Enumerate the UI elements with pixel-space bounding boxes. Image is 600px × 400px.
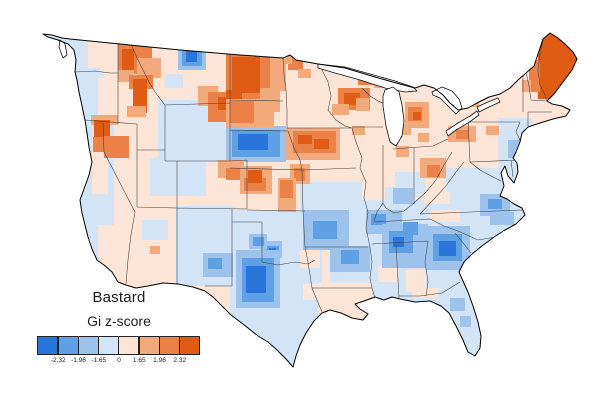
county-cluster-patch [378,266,398,282]
county-cluster-patch [226,168,240,180]
map-title: Bastard [92,289,146,306]
county-cluster-patch [248,170,262,183]
legend-color-swatch [138,336,160,355]
us-outline [42,32,578,368]
county-cluster-patch [456,130,469,139]
county-cluster-patch [439,241,456,256]
county-cluster-patch [413,112,421,120]
legend-tick-label: -1.96 [71,357,86,364]
county-cluster-patch [246,266,266,293]
legend-tick-label: -1.65 [91,357,107,364]
legend-tick-labels: -2.32 -1.96 -1.65 0 1.65 1.96 2.32 [38,357,200,367]
legend-tick-label: -2.32 [50,357,66,364]
county-cluster-patch [398,124,411,135]
lake-superior [317,63,418,93]
county-cluster-patch [393,188,413,204]
county-cluster-patch [122,49,134,71]
legend-color-bar [37,336,200,355]
county-cluster-patch [393,237,404,247]
county-cluster-patch [403,222,418,235]
county-cluster-patch [253,237,264,246]
lake-michigan [382,86,405,147]
legend-tick-label: 1.96 [153,357,166,364]
legend-tick-label: 2.32 [173,357,187,364]
county-cluster-patch [396,146,409,157]
county-cluster-patch [412,288,438,298]
legend-tick-label: 0 [117,357,121,364]
county-cluster-patch [341,250,359,264]
county-cluster-patch [150,158,178,196]
county-cluster-patch [406,270,426,292]
county-cluster-patch [150,246,160,254]
county-cluster-patch [208,258,222,269]
county-cluster-patch [137,58,161,78]
county-cluster-patch [186,51,197,62]
county-cluster-patch [283,55,292,64]
county-cluster-patch [133,79,147,113]
legend-color-swatch [179,336,200,355]
county-cluster-patch [98,225,122,273]
county-cluster-patch [260,88,280,112]
county-cluster-patch [270,55,286,91]
county-cluster-patch [94,120,110,139]
county-cluster-patch [176,162,206,196]
county-cluster-patch [313,221,337,239]
county-cluster-patch [371,214,386,225]
county-cluster-patch [88,34,118,68]
county-cluster-patch [303,284,319,300]
county-cluster-patch [298,69,311,78]
legend-color-swatch [118,336,140,355]
county-cluster-patch [230,101,254,123]
legend-color-swatch [37,336,59,355]
county-cluster-patch [490,212,514,225]
county-cluster-patch [280,180,293,198]
county-cluster-patch [486,126,499,135]
legend-tick-label: 1.65 [132,357,146,364]
county-cluster-patch [352,126,365,135]
legend-label: Gi z-score [87,313,151,329]
county-cluster-patch [430,210,460,222]
lake-ontario [476,97,501,113]
puget-sound [58,39,68,59]
legend-color-swatch [77,336,99,355]
legend-color-swatch [57,336,79,355]
county-cluster-patch [428,266,488,361]
legend: Bastard Gi z-score -2.32 -1.96 -1.65 0 1.65 1… [37,289,201,367]
county-cluster-patch [98,78,120,120]
county-cluster-patch [298,135,312,144]
lake-erie [445,110,480,137]
county-cluster-patch [522,80,531,92]
county-cluster-patch [424,192,450,204]
legend-color-swatch [98,336,119,355]
county-cluster-patch [332,104,349,115]
county-cluster-patch [232,57,260,93]
legend-color-swatch [158,336,180,355]
county-cluster-patch [450,298,465,311]
county-cluster-patch [529,60,540,92]
county-cluster-patch [314,139,329,149]
county-cluster-patch [300,250,320,268]
county-cluster-patch [165,74,183,88]
county-cluster-patch [427,165,440,177]
county-cluster-patch [418,133,429,142]
great-lakes [58,39,501,147]
county-cluster-patch [127,106,146,117]
county-cluster-patch [142,220,168,240]
county-cluster-patch [356,98,369,111]
state-borders [74,39,552,313]
county-cluster-patch [104,136,129,158]
county-cluster-patch [488,199,502,209]
county-cluster-patch [238,134,268,150]
county-cluster-patch [460,316,471,327]
county-cluster-patch [294,168,305,181]
